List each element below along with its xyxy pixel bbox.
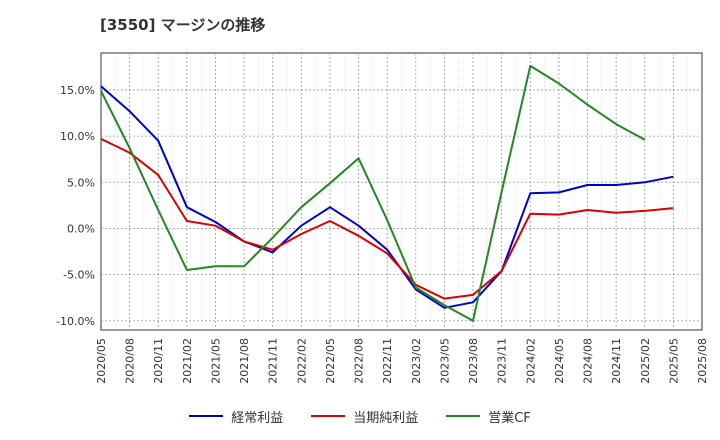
series-line-当期純利益 <box>100 137 674 300</box>
legend-label: 経常利益 <box>231 410 284 426</box>
x-tick-label: 2023/08 <box>467 338 480 384</box>
x-axis: 2020/05 2020/08 2020/11 2021/02 2021/05 2021/… <box>95 338 709 384</box>
x-tick-label: 2020/08 <box>124 338 137 384</box>
legend-item: 経常利益 <box>189 407 283 426</box>
x-tick-label: 2021/02 <box>181 338 194 384</box>
series-lines <box>100 64 674 322</box>
x-tick-label: 2025/08 <box>696 338 709 384</box>
x-tick-label: 2021/08 <box>238 338 251 384</box>
plot-area <box>100 52 703 331</box>
x-tick-label: 2024/08 <box>582 338 595 384</box>
x-tick-label: 2024/05 <box>553 338 566 384</box>
legend-swatch <box>189 415 224 417</box>
legend-swatch <box>446 415 481 417</box>
x-tick-label: 2021/05 <box>209 338 222 384</box>
x-tick-label: 2025/05 <box>667 338 680 384</box>
x-tick-label: 2021/11 <box>267 338 280 384</box>
x-tick-label: 2023/11 <box>496 338 509 384</box>
x-tick-label: 2022/05 <box>324 338 337 384</box>
chart-title: [3550] マージンの推移 <box>100 16 266 34</box>
series-line-経常利益 <box>100 85 674 309</box>
x-tick-label: 2020/05 <box>95 338 108 384</box>
legend-swatch <box>311 415 346 417</box>
legend-label: 当期純利益 <box>353 410 419 426</box>
y-tick-label: 15.0% <box>60 84 95 97</box>
x-tick-label: 2023/05 <box>438 338 451 384</box>
legend-label: 営業CF <box>488 410 531 426</box>
grid <box>101 53 702 330</box>
x-tick-label: 2022/08 <box>353 338 366 384</box>
y-axis: -10.0% -5.0% 0.0% 5.0% 10.0% 15.0% <box>56 84 95 328</box>
plot-border <box>100 52 703 331</box>
y-tick-label: -10.0% <box>56 315 95 328</box>
series-line-営業CF <box>100 64 646 322</box>
legend-item: 当期純利益 <box>311 407 418 426</box>
x-tick-label: 2022/02 <box>295 338 308 384</box>
x-tick-label: 2025/02 <box>639 338 652 384</box>
x-tick-label: 2022/11 <box>381 338 394 384</box>
x-tick-label: 2020/11 <box>152 338 165 384</box>
y-tick-label: 5.0% <box>67 176 95 189</box>
y-tick-label: -5.0% <box>63 269 95 282</box>
x-tick-label: 2024/11 <box>610 338 623 384</box>
x-tick-label: 2024/02 <box>524 338 537 384</box>
y-tick-label: 10.0% <box>60 130 95 143</box>
legend: 経常利益 当期純利益 営業CF <box>0 404 720 428</box>
x-tick-label: 2023/02 <box>410 338 423 384</box>
legend-item: 営業CF <box>446 407 531 426</box>
y-tick-label: 0.0% <box>67 222 95 235</box>
